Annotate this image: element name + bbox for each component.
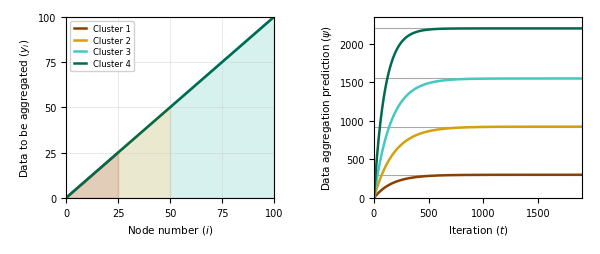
Cluster 2 bbox=[166, 106, 173, 109]
Cluster 3 bbox=[271, 16, 278, 19]
Cluster 1 bbox=[62, 197, 70, 200]
X-axis label: Node number ($i$): Node number ($i$) bbox=[127, 223, 213, 236]
Legend: Cluster 1, Cluster 2, Cluster 3, Cluster 4: Cluster 1, Cluster 2, Cluster 3, Cluster… bbox=[70, 22, 134, 72]
Line: Cluster 1: Cluster 1 bbox=[66, 153, 118, 198]
Y-axis label: Data to be aggregated ($y_i$): Data to be aggregated ($y_i$) bbox=[19, 39, 32, 177]
Y-axis label: Data aggregation prediction ($\psi$): Data aggregation prediction ($\psi$) bbox=[320, 25, 334, 190]
Line: Cluster 3: Cluster 3 bbox=[170, 18, 274, 108]
Cluster 2 bbox=[115, 151, 122, 154]
X-axis label: Iteration ($t$): Iteration ($t$) bbox=[448, 223, 508, 236]
Cluster 3 bbox=[166, 106, 173, 109]
Cluster 1 bbox=[115, 151, 122, 154]
Line: Cluster 2: Cluster 2 bbox=[118, 108, 170, 153]
